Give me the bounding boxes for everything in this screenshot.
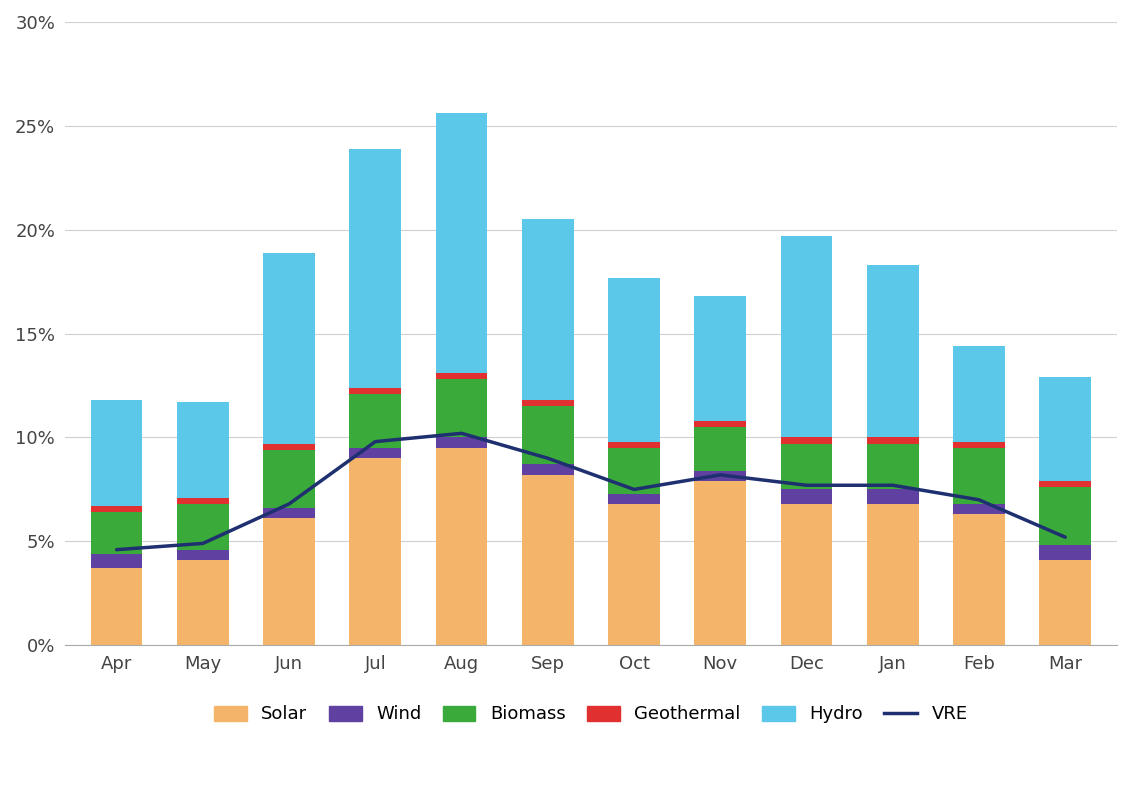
VRE [369,437,383,447]
Bar [608,442,660,447]
VRE [886,481,900,490]
Bar [694,470,746,481]
Bar [694,296,746,421]
Bar [522,464,574,475]
Bar [781,444,832,489]
Bar [436,113,488,373]
Bar [694,427,746,470]
Bar [264,450,315,508]
Bar [350,387,401,394]
Bar [522,400,574,406]
Bar [608,493,660,504]
VRE [196,539,209,548]
Bar [867,489,919,504]
Bar [522,219,574,400]
VRE [627,485,641,494]
Bar [350,149,401,387]
Bar [436,447,488,645]
Bar [953,346,1005,442]
Bar [867,504,919,645]
VRE [1058,532,1072,542]
Bar [264,253,315,444]
Bar [436,379,488,437]
Bar [91,554,143,569]
Bar [608,504,660,645]
VRE [972,495,986,505]
VRE [799,481,813,490]
Bar [177,497,229,504]
Bar [1039,481,1091,487]
Bar [522,406,574,464]
Bar [436,437,488,447]
Bar [177,402,229,497]
Bar [91,400,143,506]
Bar [264,508,315,519]
Bar [177,550,229,560]
Bar [694,481,746,645]
Bar [264,519,315,645]
Bar [608,277,660,442]
Legend: Solar, Wind, Biomass, Geothermal, Hydro, VRE: Solar, Wind, Biomass, Geothermal, Hydro,… [214,706,968,723]
Bar [264,444,315,450]
Bar [350,447,401,459]
VRE [282,499,295,508]
Line: VRE: VRE [117,433,1065,550]
Bar [177,560,229,645]
Bar [436,373,488,379]
Bar [953,504,1005,514]
Bar [953,514,1005,645]
VRE [110,545,123,554]
VRE [713,470,727,480]
Bar [608,447,660,493]
Bar [781,437,832,444]
VRE [541,454,555,463]
Bar [177,504,229,550]
Bar [867,265,919,437]
Bar [522,475,574,645]
Bar [350,394,401,447]
Bar [867,444,919,489]
Bar [91,569,143,645]
Bar [1039,546,1091,560]
Bar [1039,560,1091,645]
Bar [1039,377,1091,481]
Bar [953,447,1005,504]
Bar [1039,487,1091,546]
Bar [781,236,832,437]
Bar [350,459,401,645]
Bar [694,421,746,427]
VRE [455,428,469,438]
Bar [91,512,143,554]
Bar [781,504,832,645]
Bar [781,489,832,504]
Bar [953,442,1005,447]
Bar [867,437,919,444]
Bar [91,506,143,512]
